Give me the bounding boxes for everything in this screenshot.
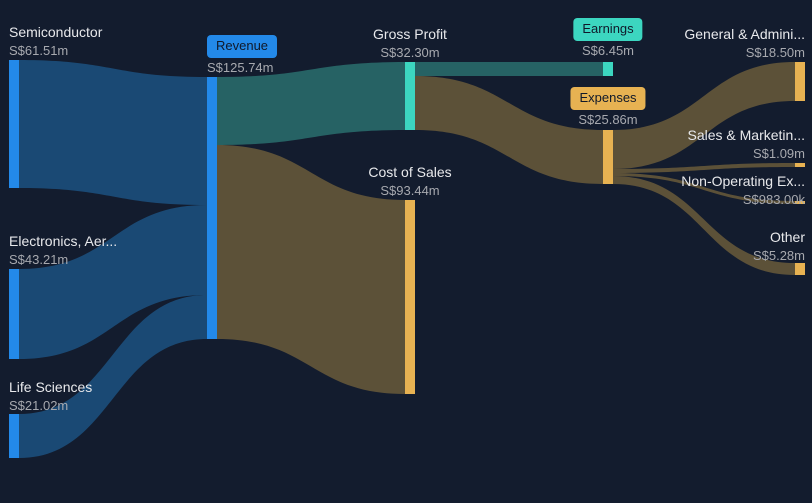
node-label-earnings: Earnings S$6.45m (573, 18, 642, 60)
node-label-cost_of_sales: Cost of Sales S$93.44m (368, 163, 451, 200)
node-bar-semiconductor[interactable] (9, 60, 19, 188)
node-label-other: Other S$5.28m (753, 228, 805, 265)
node-label-electronics: Electronics, Aer... S$43.21m (9, 232, 117, 269)
label-title: Sales & Marketin... (688, 127, 806, 143)
node-bar-earnings[interactable] (603, 62, 613, 76)
node-label-revenue: Revenue S$125.74m (207, 35, 277, 77)
node-bar-expenses[interactable] (603, 130, 613, 184)
flow (415, 62, 603, 76)
node-bar-ga[interactable] (795, 62, 805, 101)
label-value: S$125.74m (207, 60, 274, 75)
label-value: S$5.28m (753, 248, 805, 263)
label-title: Life Sciences (9, 379, 92, 395)
label-value: S$1.09m (753, 146, 805, 161)
node-bar-electronics[interactable] (9, 269, 19, 359)
label-title: Semiconductor (9, 24, 102, 40)
badge-revenue: Revenue (207, 35, 277, 58)
badge-earnings: Earnings (573, 18, 642, 41)
node-bar-gross_profit[interactable] (405, 62, 415, 130)
node-bar-sm[interactable] (795, 163, 805, 167)
label-title: Cost of Sales (368, 164, 451, 180)
node-label-expenses: Expenses S$25.86m (570, 87, 645, 129)
node-label-life: Life Sciences S$21.02m (9, 378, 92, 415)
label-title: Gross Profit (373, 26, 447, 42)
node-label-sm: Sales & Marketin... S$1.09m (688, 126, 806, 163)
label-value: S$18.50m (746, 45, 805, 60)
label-title: Electronics, Aer... (9, 233, 117, 249)
flow (19, 295, 207, 458)
flow (19, 60, 207, 205)
label-title: Non-Operating Ex... (681, 173, 805, 189)
node-bar-cost_of_sales[interactable] (405, 200, 415, 394)
node-label-nonop: Non-Operating Ex... S$983.00k (681, 172, 805, 209)
label-value: S$6.45m (582, 43, 634, 58)
label-value: S$61.51m (9, 43, 68, 58)
node-label-gross_profit: Gross Profit S$32.30m (373, 25, 447, 62)
node-bar-life[interactable] (9, 414, 19, 458)
flow (19, 205, 207, 359)
node-label-ga: General & Admini... S$18.50m (684, 25, 805, 62)
label-value: S$43.21m (9, 252, 68, 267)
node-label-semiconductor: Semiconductor S$61.51m (9, 23, 102, 60)
label-title: General & Admini... (684, 26, 805, 42)
label-value: S$93.44m (380, 183, 439, 198)
label-value: S$25.86m (578, 112, 637, 127)
label-title: Other (770, 229, 805, 245)
badge-expenses: Expenses (570, 87, 645, 110)
label-value: S$983.00k (743, 192, 805, 207)
node-bar-revenue[interactable] (207, 77, 217, 339)
label-value: S$32.30m (380, 45, 439, 60)
label-value: S$21.02m (9, 398, 68, 413)
